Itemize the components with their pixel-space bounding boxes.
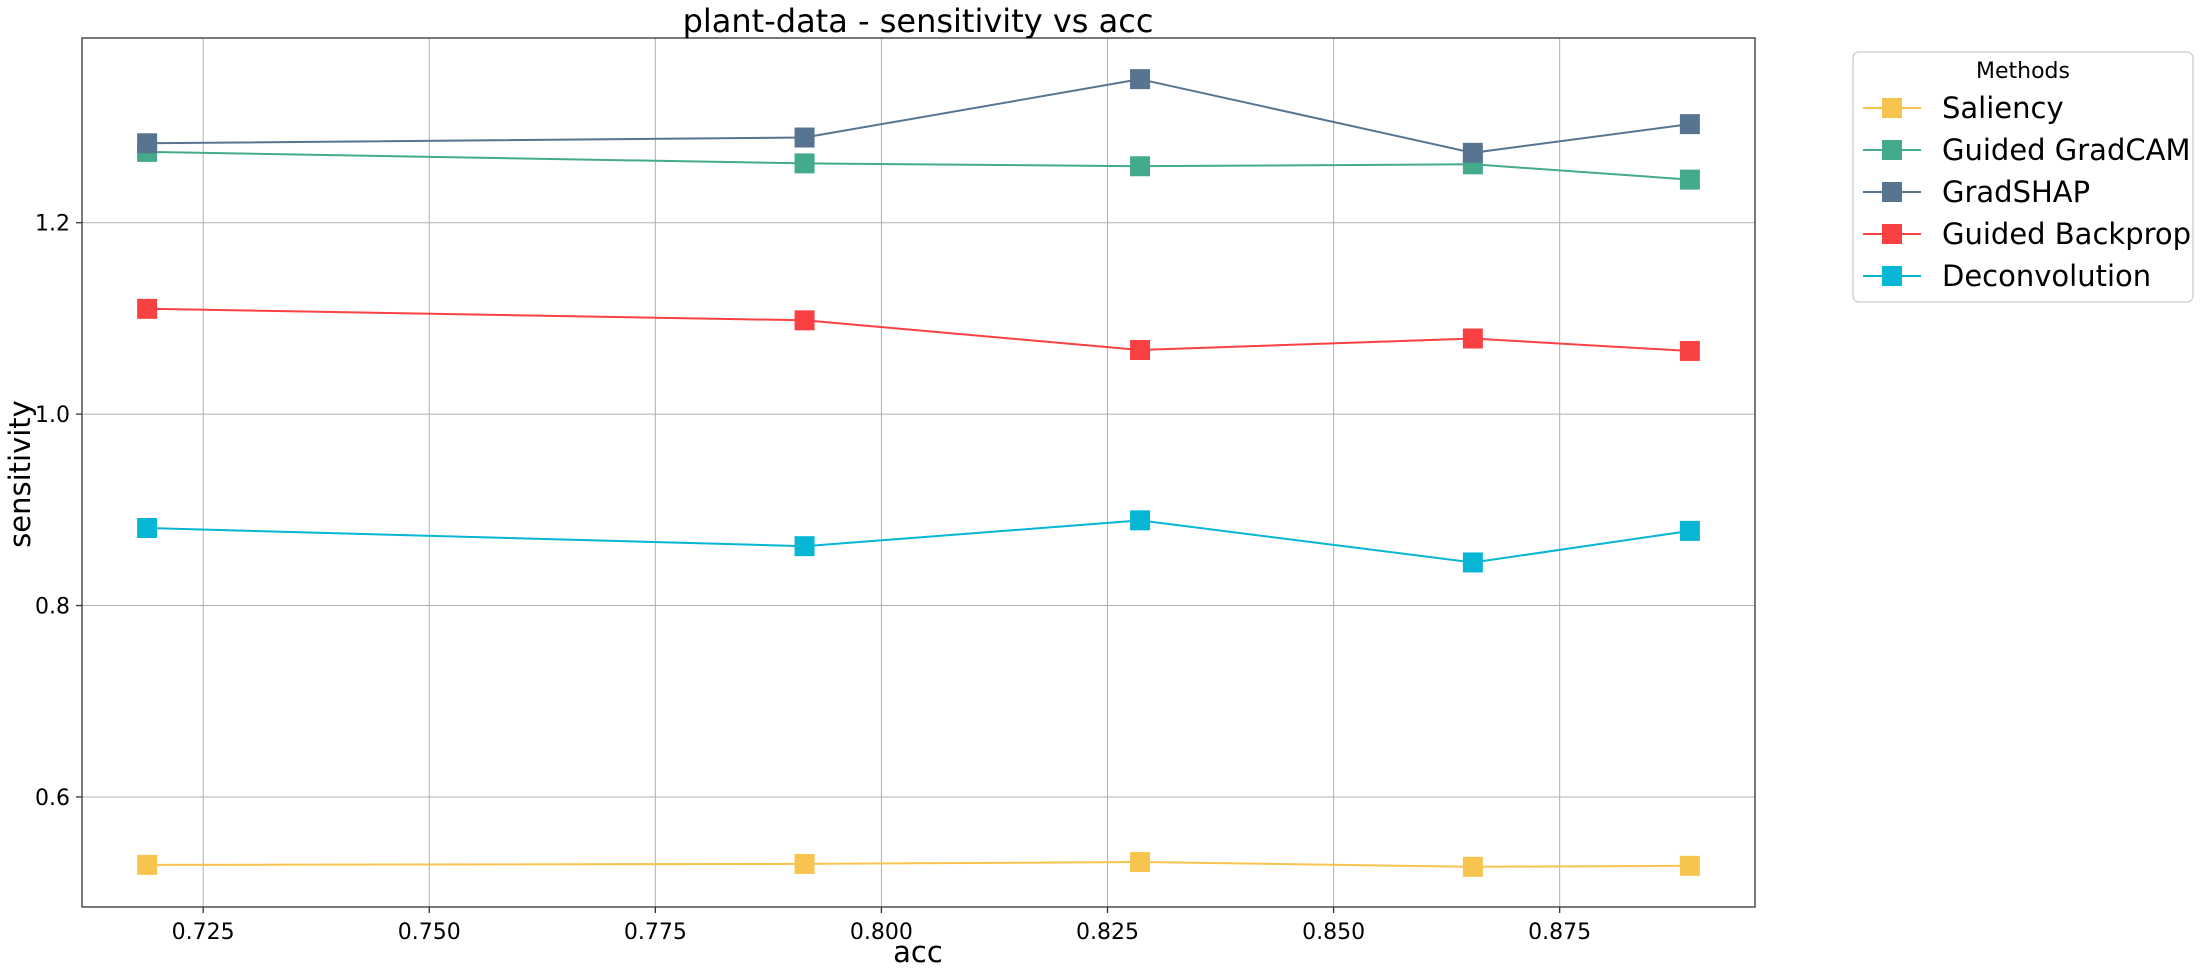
y-tick-label: 0.6 — [35, 786, 70, 811]
grid — [82, 38, 1755, 907]
legend-label: Guided GradCAM — [1942, 133, 2190, 167]
x-tick-label: 0.750 — [398, 920, 461, 945]
series-line-guided-gradcam — [147, 150, 1690, 181]
x-tick-label: 0.725 — [172, 920, 235, 945]
series-gradshap — [137, 69, 1700, 163]
x-tick-label: 0.850 — [1302, 920, 1365, 945]
legend-title: Methods — [1976, 59, 2070, 84]
y-tick-label: 0.8 — [35, 595, 70, 620]
series-deconvolution — [137, 510, 1700, 573]
data-point-guided-backprop — [137, 298, 158, 319]
series-line-saliency — [147, 860, 1690, 868]
series-line-gradshap — [147, 78, 1691, 154]
data-point-guided-backprop — [1679, 340, 1700, 361]
data-point-saliency — [1130, 852, 1151, 873]
data-point-deconvolution — [1679, 520, 1700, 541]
data-point-saliency — [794, 853, 815, 874]
legend-items: Saliency Guided GradCAM GradSHAP Guided Bac… — [1863, 91, 2191, 293]
legend-frame — [1852, 51, 2194, 303]
y-axis-label: sensitivity — [3, 400, 37, 548]
data-point-deconvolution — [1130, 510, 1151, 531]
legend-label: GradSHAP — [1942, 175, 2090, 209]
x-tick-label: 0.800 — [850, 920, 913, 945]
x-axis-label: acc — [893, 935, 943, 969]
legend-marker — [1882, 224, 1902, 244]
series-saliency — [137, 852, 1700, 877]
data-point-gradshap — [1130, 69, 1151, 90]
series-line-deconvolution — [147, 519, 1691, 564]
y-tick-label: 1.0 — [35, 403, 70, 428]
series-line-guided-backprop — [147, 307, 1690, 352]
legend-marker — [1882, 182, 1902, 202]
legend: Methods Saliency Guided GradCAM GradSHAP Gu… — [1852, 51, 2194, 303]
legend-label: Saliency — [1942, 91, 2064, 125]
data-point-gradshap — [137, 133, 158, 154]
data-point-guided-backprop — [1462, 328, 1483, 349]
data-point-guided-gradcam — [1130, 156, 1151, 177]
legend-item-saliency: Saliency — [1863, 91, 2064, 125]
data-point-gradshap — [794, 127, 815, 148]
legend-item-guided-backprop: Guided Backprop — [1863, 217, 2191, 251]
plot-area-frame — [81, 37, 1756, 908]
legend-marker — [1882, 98, 1902, 118]
data-point-guided-backprop — [1130, 339, 1151, 360]
axis-ticks: 0.725 0.750 0.775 0.800 0.825 0.850 0.875 0.6 0.… — [35, 212, 1591, 945]
series-guided-backprop — [137, 298, 1700, 361]
data-point-deconvolution — [1462, 552, 1483, 573]
legend-item-deconvolution: Deconvolution — [1863, 259, 2151, 293]
data-point-saliency — [137, 854, 158, 875]
data-point-guided-backprop — [794, 310, 815, 331]
x-tick-label: 0.825 — [1076, 920, 1139, 945]
data-point-saliency — [1462, 856, 1483, 877]
legend-item-guided-gradcam: Guided GradCAM — [1863, 133, 2190, 167]
y-tick-label: 1.2 — [35, 212, 70, 237]
data-point-gradshap — [1462, 142, 1483, 163]
data-point-deconvolution — [794, 536, 815, 557]
data-point-guided-gradcam — [794, 153, 815, 174]
x-tick-label: 0.875 — [1528, 920, 1591, 945]
series-layer — [137, 69, 1700, 877]
data-point-guided-gradcam — [1679, 169, 1700, 190]
legend-marker — [1882, 266, 1902, 286]
data-point-saliency — [1679, 855, 1700, 876]
legend-label: Deconvolution — [1942, 259, 2151, 293]
legend-item-gradshap: GradSHAP — [1863, 175, 2090, 209]
legend-marker — [1882, 140, 1902, 160]
x-tick-label: 0.775 — [624, 920, 687, 945]
legend-label: Guided Backprop — [1942, 217, 2191, 251]
data-point-gradshap — [1679, 114, 1700, 135]
chart-title: plant-data - sensitivity vs acc — [683, 2, 1154, 40]
data-point-deconvolution — [137, 518, 158, 539]
